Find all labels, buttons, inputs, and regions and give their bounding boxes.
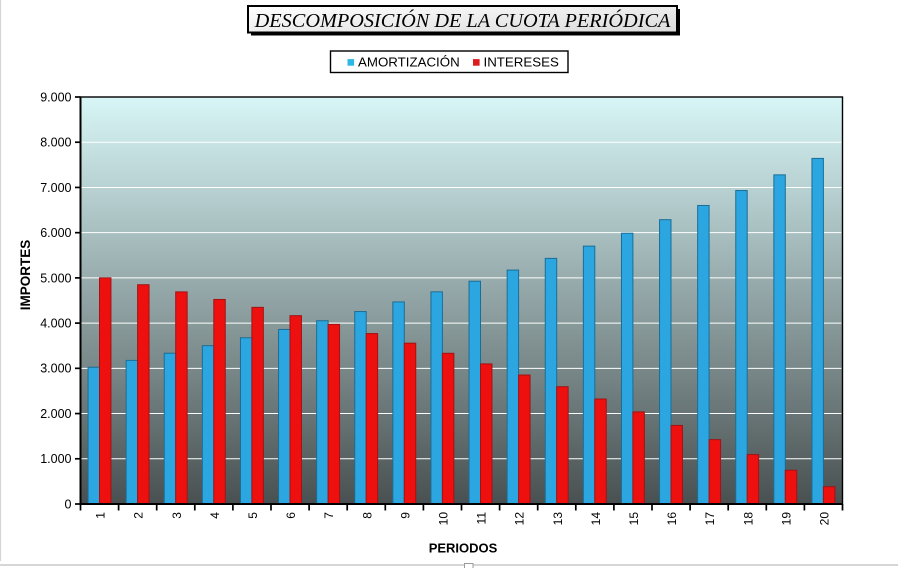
svg-text:10: 10 [436, 512, 450, 526]
svg-text:14: 14 [589, 512, 603, 526]
svg-text:16: 16 [665, 512, 679, 526]
svg-text:11: 11 [475, 512, 489, 525]
svg-text:6: 6 [284, 512, 298, 519]
svg-text:4: 4 [208, 512, 222, 519]
svg-text:1: 1 [94, 512, 108, 519]
svg-text:7.000: 7.000 [40, 181, 71, 195]
svg-text:0: 0 [65, 497, 72, 511]
svg-text:3: 3 [170, 512, 184, 519]
svg-text:8: 8 [360, 512, 374, 519]
svg-text:AMORTIZACIÓN: AMORTIZACIÓN [358, 54, 460, 69]
svg-text:6.000: 6.000 [40, 226, 71, 240]
svg-text:20: 20 [817, 512, 831, 526]
svg-text:5: 5 [246, 512, 260, 519]
svg-text:5.000: 5.000 [40, 271, 71, 285]
svg-text:PERIODOS: PERIODOS [429, 541, 498, 556]
svg-text:3.000: 3.000 [40, 362, 71, 376]
svg-text:IMPORTES: IMPORTES [18, 240, 33, 311]
svg-text:7: 7 [322, 512, 336, 519]
svg-text:19: 19 [779, 512, 793, 526]
svg-text:4.000: 4.000 [40, 317, 71, 331]
svg-text:13: 13 [551, 512, 565, 526]
svg-text:2.000: 2.000 [40, 407, 71, 421]
svg-text:8.000: 8.000 [40, 136, 71, 150]
svg-text:INTERESES: INTERESES [484, 54, 559, 69]
svg-text:12: 12 [513, 512, 527, 526]
svg-text:17: 17 [703, 512, 717, 526]
svg-text:1.000: 1.000 [40, 452, 71, 466]
svg-text:9.000: 9.000 [40, 90, 71, 104]
svg-text:9: 9 [398, 512, 412, 519]
svg-text:15: 15 [627, 512, 641, 526]
svg-text:2: 2 [132, 512, 146, 519]
svg-text:18: 18 [741, 512, 755, 526]
svg-text:DESCOMPOSICIÓN DE LA CUOTA PER: DESCOMPOSICIÓN DE LA CUOTA PERIÓDICA [254, 8, 671, 32]
